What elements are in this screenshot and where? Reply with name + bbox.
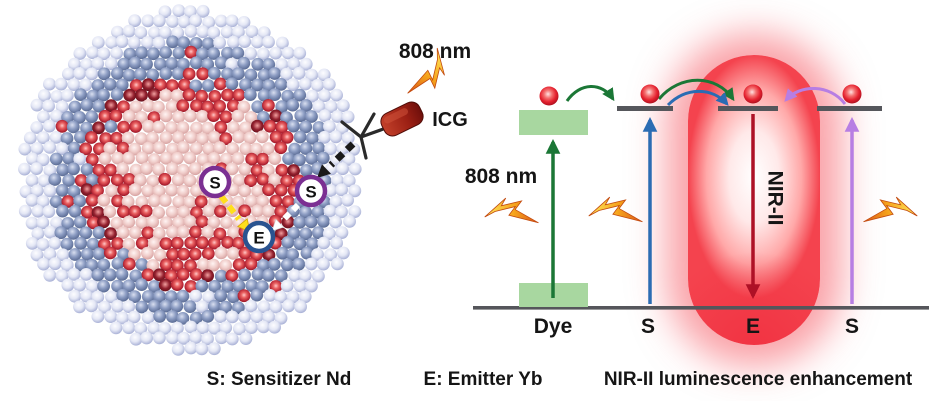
sensitizer-badge-1: S <box>198 165 232 199</box>
laser-beam-arrow <box>317 141 356 178</box>
photon-bolt-icon <box>588 195 645 223</box>
energy-transfer-arrow-white <box>271 202 301 232</box>
photon-bolt-icon <box>484 196 541 224</box>
emitter-badge: E <box>242 220 276 254</box>
sensitizer-to-emitter-arc-green <box>657 78 735 102</box>
level-label-dye: Dye <box>533 315 573 338</box>
electron-sphere-e <box>743 84 763 104</box>
antibody-icon <box>340 112 376 160</box>
energy-level-diagram <box>473 78 929 310</box>
nanoparticle-illustration <box>18 4 362 356</box>
sensitizer-badge-letter: S <box>305 183 316 202</box>
electron-sphere-s1 <box>640 84 660 104</box>
dye-to-sensitizer-arc <box>565 85 615 102</box>
electron-sphere-s2 <box>842 84 862 104</box>
nir2-emission-label: NIR-II <box>763 170 787 226</box>
legend-mechanism: NIR-II luminescence enhancement <box>603 369 913 390</box>
photon-bolt-icon <box>861 195 918 223</box>
dye-excited-band <box>519 110 588 135</box>
sensitizer-badge-2: S <box>294 174 328 208</box>
icg-label: ICG <box>432 109 468 131</box>
level-label-e: E <box>745 315 761 338</box>
level-label-s1: S <box>640 315 656 338</box>
legend-sensitizer: S: Sensitizer Nd <box>206 369 352 390</box>
emitter-badge-letter: E <box>253 229 264 248</box>
electron-sphere-dye <box>539 86 559 106</box>
sensitizer1-level-bar <box>617 106 673 111</box>
level-label-s2: S <box>844 315 860 338</box>
excitation-wavelength-label: 808 nm <box>464 165 538 188</box>
laser-device-icon <box>380 101 424 137</box>
legend-emitter: E: Emitter Yb <box>423 369 543 390</box>
sensitizer2-level-bar <box>817 106 882 111</box>
laser-wavelength-label: 808 nm <box>398 40 472 63</box>
sensitizer2-to-emitter-arc <box>784 87 847 105</box>
ground-state-line <box>473 306 929 310</box>
emitter-level-bar <box>718 106 778 111</box>
sensitizer-to-emitter-arc-blue <box>666 89 729 107</box>
sensitizer-badge-letter: S <box>209 174 220 193</box>
